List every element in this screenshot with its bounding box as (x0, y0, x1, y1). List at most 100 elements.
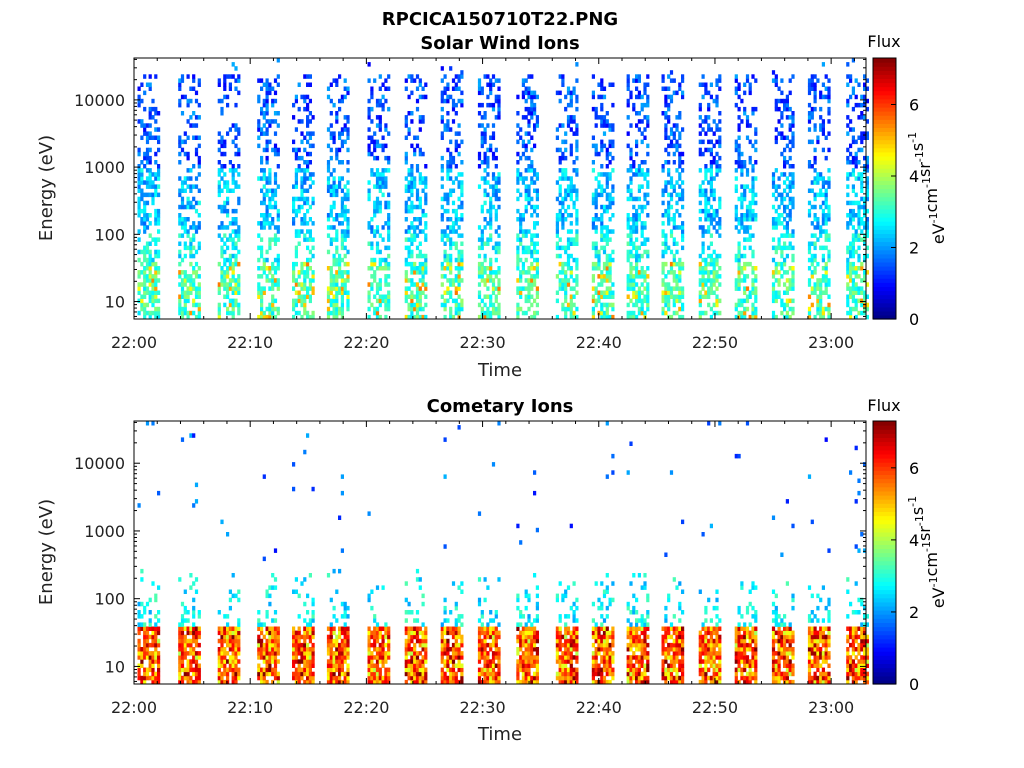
spectrogram-cell (223, 270, 227, 275)
spectrogram-cell (698, 123, 702, 128)
spectrogram-cell (367, 282, 371, 287)
spectrogram-cell (178, 638, 182, 644)
spectrogram-cell (664, 245, 668, 251)
spectrogram-cell (489, 184, 493, 189)
spectrogram-cell (178, 98, 182, 104)
spectrogram-cell (440, 106, 444, 112)
spectrogram-cell (632, 164, 636, 169)
spectrogram-cell (608, 261, 612, 267)
spectrogram-cell (186, 204, 190, 210)
spectrogram-cell (480, 123, 484, 128)
spectrogram-cell (533, 245, 537, 251)
spectrogram-cell (404, 290, 408, 295)
spectrogram-cell (404, 294, 408, 299)
spectrogram-cell (751, 74, 755, 79)
spectrogram-cell (678, 176, 682, 181)
spectrogram-cell (183, 274, 187, 279)
spectrogram-cell (821, 62, 825, 67)
spectrogram-cell (865, 270, 869, 275)
spectrogram-cell (491, 151, 496, 157)
spectrogram-cell (271, 634, 275, 640)
spectrogram-cell (477, 86, 482, 91)
spectrogram-cell (788, 278, 792, 283)
spectrogram-cell (851, 213, 855, 218)
spectrogram-cell (340, 188, 344, 193)
spectrogram-cell (234, 286, 238, 291)
spectrogram-cell (737, 123, 741, 128)
spectrogram-cell (605, 274, 609, 279)
spectrogram-cell (480, 306, 484, 312)
spectrogram-cell (231, 286, 235, 291)
spectrogram-cell (262, 192, 266, 198)
spectrogram-cell (819, 233, 823, 238)
spectrogram-cell (480, 143, 484, 149)
spectrogram-cell (712, 257, 716, 263)
spectrogram-cell (407, 253, 411, 259)
spectrogram-cell (410, 74, 414, 79)
spectrogram-cell (407, 208, 411, 214)
spectrogram-cell (675, 261, 679, 267)
spectrogram-cell (849, 143, 853, 149)
spectrogram-cell (530, 102, 534, 108)
spectrogram-cell (460, 249, 464, 255)
spectrogram-cell (704, 176, 708, 181)
spectrogram-cell (378, 294, 382, 299)
spectrogram-cell (754, 266, 758, 271)
spectrogram-cell (262, 679, 266, 685)
spectrogram-cell (260, 638, 264, 644)
spectrogram-cell (629, 278, 633, 283)
spectrogram-cell (421, 180, 425, 185)
spectrogram-cell (194, 294, 199, 299)
spectrogram-cell (788, 245, 792, 251)
spectrogram-cell (140, 192, 144, 198)
spectrogram-cell (701, 188, 705, 193)
spectrogram-cell (791, 139, 795, 145)
spectrogram-cell (527, 306, 531, 312)
spectrogram-cell (605, 164, 609, 169)
spectrogram-cell (189, 123, 193, 128)
spectrogram-cell (827, 131, 831, 136)
spectrogram-cell (611, 127, 615, 132)
spectrogram-cell (308, 172, 312, 177)
spectrogram-cell (561, 270, 565, 275)
spectrogram-cell (265, 180, 269, 185)
spectrogram-cell (454, 74, 458, 79)
spectrogram-cell (273, 282, 278, 287)
spectrogram-cell (370, 94, 374, 100)
colorbar-segment (873, 143, 896, 149)
spectrogram-cell (308, 217, 312, 222)
spectrogram-cell (533, 180, 537, 185)
spectrogram-cell (788, 314, 792, 320)
spectrogram-cell (569, 98, 573, 104)
spectrogram-cell (824, 237, 828, 242)
spectrogram-cell (311, 290, 315, 295)
spectrogram-cell (449, 310, 453, 316)
spectrogram-cell (737, 155, 741, 161)
spectrogram-cell (857, 221, 861, 226)
spectrogram-cell (860, 290, 864, 295)
spectrogram-cell (234, 221, 238, 226)
spectrogram-cell (637, 184, 641, 189)
spectrogram-cell (698, 282, 702, 287)
spectrogram-cell (143, 675, 147, 681)
spectrogram-cell (664, 127, 668, 132)
spectrogram-cell (681, 90, 685, 96)
spectrogram-cell (418, 266, 422, 271)
spectrogram-cell (262, 310, 266, 316)
spectrogram-cell (332, 274, 336, 279)
spectrogram-cell (413, 180, 417, 185)
spectrogram-cell (300, 266, 304, 271)
spectrogram-cell (294, 180, 298, 185)
spectrogram-cell (186, 233, 190, 238)
spectrogram-cell (527, 94, 531, 100)
spectrogram-cell (306, 160, 310, 165)
spectrogram-cell (483, 192, 487, 198)
spectrogram-cell (407, 225, 411, 230)
spectrogram-cell (635, 168, 639, 173)
spectrogram-cell (375, 204, 380, 210)
spectrogram-cell (228, 310, 232, 316)
spectrogram-cell (186, 286, 190, 291)
spectrogram-cell (497, 188, 501, 193)
spectrogram-cell (516, 290, 520, 295)
